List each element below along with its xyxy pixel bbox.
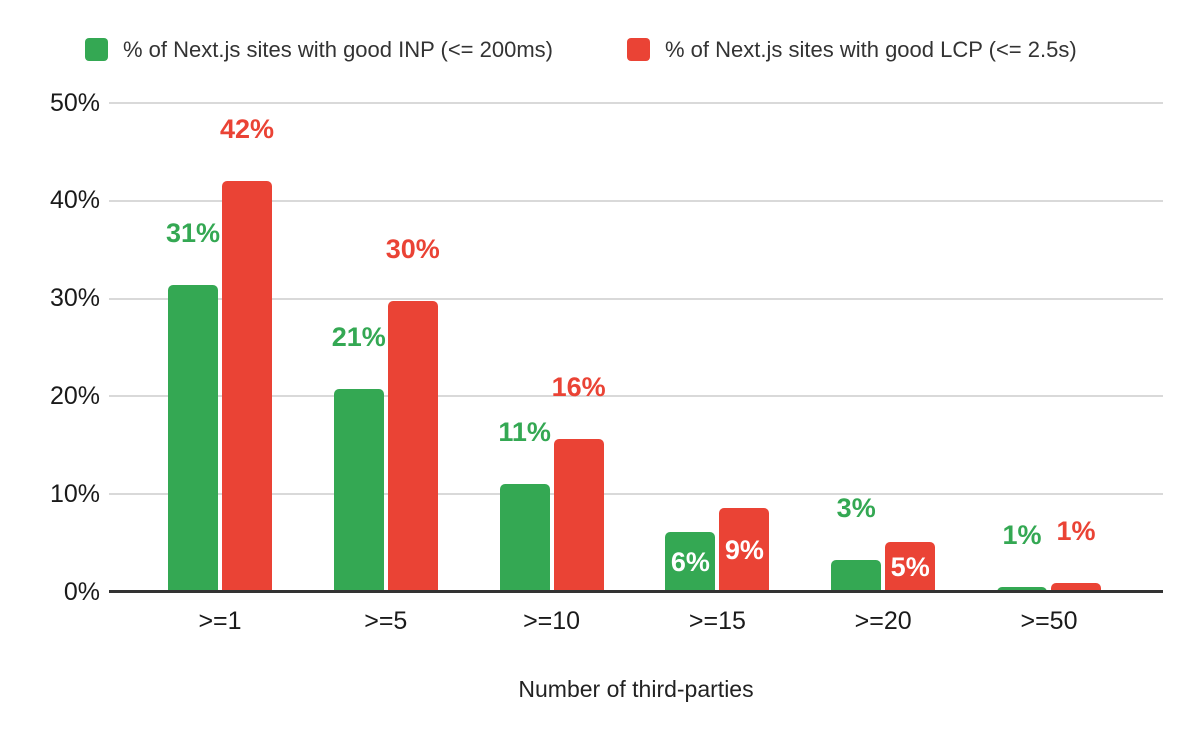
legend-swatch-lcp-icon <box>627 38 650 61</box>
legend-label-inp: % of Next.js sites with good INP (<= 200… <box>123 36 553 62</box>
y-tick-0pct: 0% <box>63 577 100 606</box>
gridline-50pct <box>109 102 1163 105</box>
gridline-10pct <box>109 493 1163 496</box>
gridline-20pct <box>109 395 1163 398</box>
bar-lcp-ge20 <box>885 542 936 592</box>
legend-item-inp: % of Next.js sites with good INP (<= 200… <box>85 36 553 63</box>
bar-inp-ge5 <box>333 388 384 592</box>
bar-lcp-ge1 <box>222 181 272 592</box>
x-tick-ge1: >=1 <box>198 607 242 635</box>
y-tick-10pct: 10% <box>49 479 100 508</box>
legend-item-lcp: % of Next.js sites with good LCP (<= 2.5… <box>627 36 1077 63</box>
y-tick-30pct: 30% <box>49 284 100 313</box>
value-label-inp-ge50: 1% <box>1002 520 1042 551</box>
bar-inp-ge1 <box>168 284 218 592</box>
bar-lcp-ge5 <box>387 300 438 592</box>
x-tick-ge10: >=10 <box>523 607 581 635</box>
x-tick-ge20: >=20 <box>854 607 912 635</box>
legend-swatch-inp-icon <box>85 38 108 61</box>
x-tick-ge5: >=5 <box>364 607 408 635</box>
value-label-lcp-ge50: 1% <box>1056 516 1096 547</box>
legend-label-lcp: % of Next.js sites with good LCP (<= 2.5… <box>665 36 1077 62</box>
bar-inp-ge10 <box>499 484 550 592</box>
x-tick-ge50: >=50 <box>1020 607 1078 635</box>
gridline-40pct <box>109 199 1163 202</box>
bar-inp-ge50 <box>997 587 1047 592</box>
x-axis-title: Number of third-parties <box>518 676 754 702</box>
y-tick-40pct: 40% <box>49 186 100 215</box>
y-tick-50pct: 50% <box>49 88 100 117</box>
bar-lcp-ge15 <box>719 507 770 592</box>
value-label-lcp-ge10: 16% <box>551 372 606 403</box>
bar-inp-ge20 <box>831 559 882 592</box>
bar-inp-ge15 <box>665 532 716 592</box>
y-tick-20pct: 20% <box>49 381 100 410</box>
value-label-lcp-ge1: 42% <box>219 114 275 145</box>
plot-area: 31% 21% 11% 6% 3% 1% 42% 30% 16% 9% 5% 1% <box>109 102 1163 593</box>
bar-lcp-ge50 <box>1051 583 1101 592</box>
bar-lcp-ge10 <box>553 439 604 592</box>
value-label-inp-ge20: 3% <box>836 492 876 523</box>
x-axis-line <box>109 590 1163 593</box>
x-tick-ge15: >=15 <box>688 607 746 635</box>
value-label-lcp-ge5: 30% <box>385 233 440 264</box>
gridline-30pct <box>109 297 1163 300</box>
